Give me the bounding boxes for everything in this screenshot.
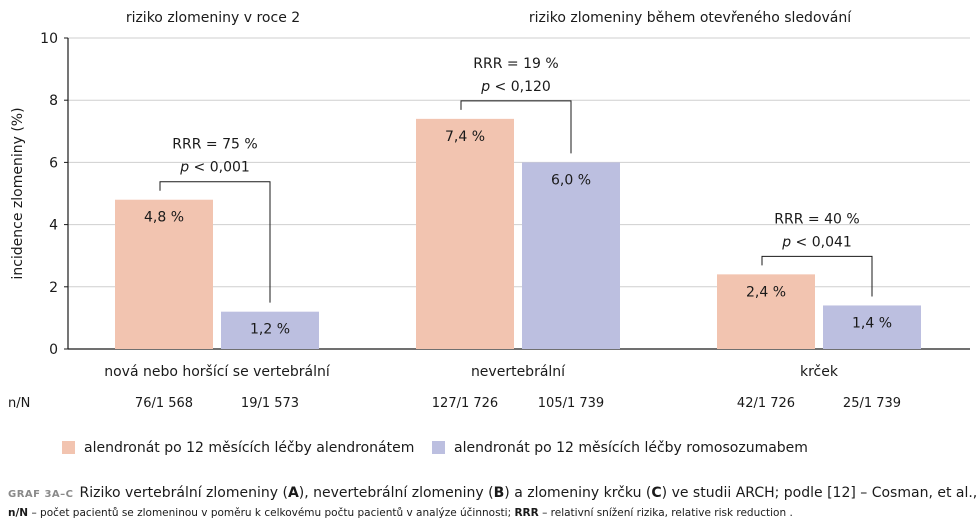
footnote-rrr-text: – relativní snížení rizika, relative ris… — [538, 507, 793, 519]
category-label: nevertebrální — [471, 364, 566, 380]
caption-part-c: C — [651, 485, 662, 501]
nn-value: 42/1 726 — [737, 396, 795, 411]
footnote-nn-text: – počet pacientů se zlomeninou v poměru … — [28, 507, 515, 519]
caption-part-a: A — [287, 485, 299, 501]
p-symbol: p — [480, 79, 490, 95]
significance-bracket — [761, 255, 873, 297]
caption-part-4: ) ve studii ARCH; podle [12] – Cosman, e… — [661, 485, 977, 501]
legend-swatch — [62, 441, 75, 454]
bar-value-label: 4,8 % — [144, 210, 184, 226]
p-symbol: p — [179, 160, 189, 176]
caption-label: GRAF 3A–C — [8, 489, 74, 500]
significance-bracket — [159, 181, 271, 303]
category-label: krček — [800, 364, 839, 380]
footnote-rrr-term: RRR — [514, 507, 539, 519]
p-value: < 0,041 — [791, 234, 852, 250]
rrr-label: RRR = 75 % — [172, 137, 257, 153]
y-tick-label: 8 — [49, 93, 58, 109]
nn-value: 19/1 573 — [241, 396, 299, 411]
p-value-label: p < 0,001 — [179, 160, 250, 176]
bar — [522, 162, 620, 349]
legend-label: alendronát po 12 měsících léčby romosozu… — [454, 440, 808, 456]
caption-part-1: Riziko vertebrální zlomeniny ( — [79, 485, 288, 501]
bar — [717, 274, 815, 349]
p-value-label: p < 0,041 — [781, 234, 852, 250]
footnote-nn-term: n/N — [8, 507, 29, 519]
fracture-incidence-chart: 0 2 4 6 8 10 incidence zlomeniny (%) riziko zlo… — [8, 10, 970, 456]
y-axis-label: incidence zlomeniny (%) — [10, 107, 26, 279]
caption-part-2: ), nevertebrální zlomeniny ( — [298, 485, 494, 501]
nn-value: 76/1 568 — [135, 396, 193, 411]
nn-value: 25/1 739 — [843, 396, 901, 411]
bar — [115, 199, 213, 349]
bar — [823, 305, 921, 349]
bar-value-label: 1,4 % — [852, 315, 892, 331]
caption-part-b: B — [493, 485, 505, 501]
nn-value: 127/1 726 — [432, 396, 498, 411]
bar — [416, 118, 514, 349]
bar-value-label: 2,4 % — [746, 284, 786, 300]
footnote: n/N – počet pacientů se zlomeninou v pom… — [8, 507, 793, 519]
p-value: < 0,120 — [490, 79, 551, 95]
bar-value-label: 1,2 % — [250, 322, 290, 338]
rrr-label: RRR = 40 % — [774, 211, 859, 227]
y-tick-label: 0 — [49, 342, 58, 358]
figure-caption: GRAF 3A–C Riziko vertebrální zlomeniny (A… — [8, 485, 977, 501]
y-tick-label: 4 — [49, 218, 58, 234]
y-tick-label: 2 — [49, 280, 58, 296]
p-value-label: p < 0,120 — [480, 79, 551, 95]
rrr-label: RRR = 19 % — [473, 56, 558, 72]
nn-header: n/N — [8, 396, 30, 411]
caption-part-3: ) a zlomeniny krčku ( — [504, 485, 652, 501]
y-tick-label: 6 — [49, 155, 58, 171]
legend-label: alendronát po 12 měsících léčby alendron… — [84, 440, 414, 456]
p-symbol: p — [781, 234, 791, 250]
bar — [221, 311, 319, 349]
section-title: riziko zlomeniny v roce 2 — [126, 10, 300, 26]
bar-value-label: 6,0 % — [551, 172, 591, 188]
legend-swatch — [432, 441, 445, 454]
bar-value-label: 7,4 % — [445, 129, 485, 145]
nn-value: 105/1 739 — [538, 396, 604, 411]
significance-bracket — [460, 100, 572, 154]
category-label: nová nebo horšící se vertebrální — [104, 364, 331, 380]
section-title: riziko zlomeniny během otevřeného sledov… — [529, 10, 852, 26]
p-value: < 0,001 — [189, 160, 250, 176]
y-tick-label: 10 — [40, 31, 58, 47]
